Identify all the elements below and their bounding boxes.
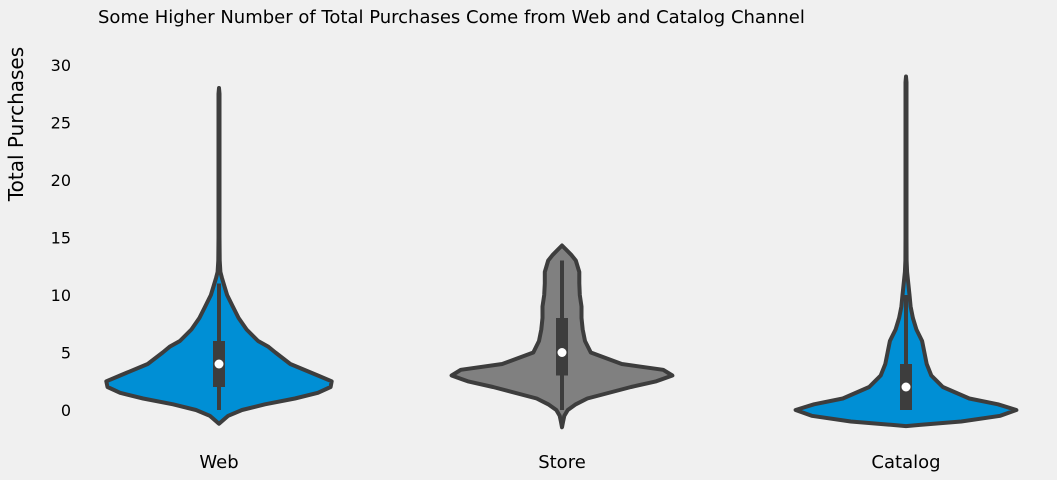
x-tick-label-store: Store (538, 452, 586, 473)
y-tick-label: 25 (51, 114, 71, 133)
violin-web (106, 88, 331, 424)
y-tick-label: 0 (61, 401, 71, 420)
x-axis-ticks: Web Store Catalog (199, 452, 940, 473)
y-axis-ticks: 0 5 10 15 20 25 30 (51, 56, 71, 420)
violin-store (452, 246, 673, 428)
violin-iqr-box (556, 318, 568, 376)
y-axis-label: Total Purchases (4, 47, 28, 202)
violin-median-point (215, 360, 224, 369)
y-tick-label: 20 (51, 171, 71, 190)
violin-median-point (558, 348, 567, 357)
x-tick-label-catalog: Catalog (871, 452, 940, 473)
y-tick-label: 15 (51, 229, 71, 248)
x-tick-label-web: Web (199, 452, 238, 473)
chart-title: Some Higher Number of Total Purchases Co… (98, 7, 805, 28)
y-tick-label: 30 (51, 56, 71, 75)
violin-catalog (796, 77, 1017, 427)
violins (106, 77, 1016, 428)
y-tick-label: 10 (51, 286, 71, 305)
violin-median-point (902, 383, 911, 392)
y-tick-label: 5 (61, 344, 71, 363)
